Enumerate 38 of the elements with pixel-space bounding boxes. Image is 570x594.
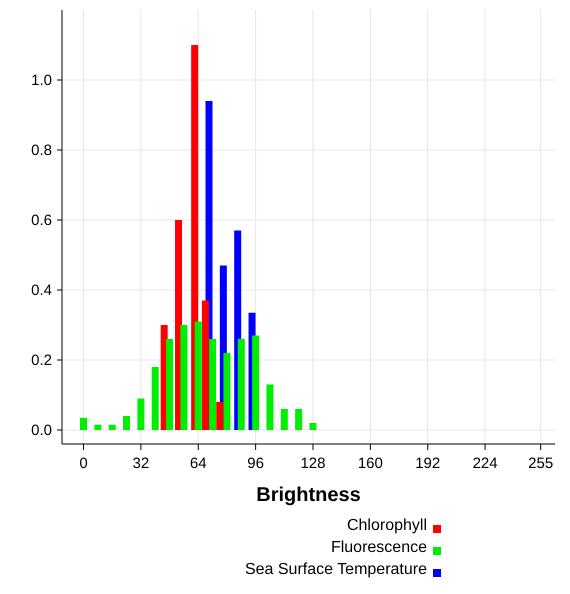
x-tick-label: 64 <box>190 455 207 472</box>
bar <box>216 402 224 430</box>
bar <box>80 418 88 430</box>
legend-label: Chlorophyll <box>346 517 427 534</box>
bar <box>94 424 102 430</box>
bar <box>180 325 188 430</box>
bar <box>238 339 245 430</box>
y-tick-label: 0.8 <box>31 142 52 159</box>
x-tick-label: 224 <box>472 455 498 472</box>
x-tick-label: 0 <box>79 455 88 472</box>
x-tick-label: 192 <box>415 455 440 472</box>
y-tick-label: 1.0 <box>31 72 52 89</box>
x-tick-label: 255 <box>528 455 554 472</box>
y-tick-label: 0.4 <box>31 282 52 299</box>
x-tick-label: 96 <box>247 455 264 472</box>
y-tick-label: 0.0 <box>31 422 52 439</box>
bar <box>123 416 130 430</box>
legend-label: Sea Surface Temperature <box>244 561 428 578</box>
y-tick-label: 0.6 <box>31 212 52 229</box>
bar <box>152 367 159 430</box>
bar <box>202 300 209 430</box>
x-tick-label: 128 <box>300 455 326 472</box>
bar <box>209 339 216 430</box>
bar <box>252 336 260 430</box>
y-tick-label: 0.2 <box>31 352 52 369</box>
bar <box>295 409 302 430</box>
bar <box>223 353 230 430</box>
bar <box>266 384 274 430</box>
bar <box>137 398 144 430</box>
bar <box>166 339 174 430</box>
legend-label: Fluorescence <box>330 539 428 556</box>
bar <box>280 409 288 430</box>
bar <box>309 423 316 430</box>
bar <box>108 424 116 430</box>
bar <box>194 322 202 430</box>
x-tick-label: 32 <box>132 455 150 472</box>
x-axis-title: Brightness <box>256 484 361 506</box>
x-tick-label: 160 <box>358 455 383 472</box>
